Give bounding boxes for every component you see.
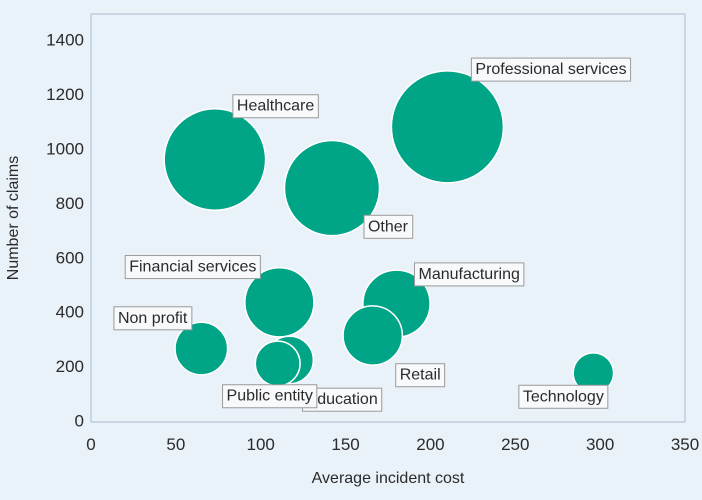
bubble-label-text: Financial services (129, 259, 256, 276)
bubble-label-public-entity: Public entity (222, 384, 318, 409)
y-axis-title: Number of claims (5, 156, 22, 280)
y-tick-label: 1000 (46, 139, 84, 158)
y-tick-label: 1400 (46, 31, 84, 50)
y-tick-label: 1200 (46, 85, 84, 104)
x-tick-label: 200 (416, 435, 444, 454)
bubble-non-profit (174, 321, 229, 376)
x-tick-label: 100 (247, 435, 275, 454)
bubble-label-text: Non profit (118, 310, 188, 327)
x-tick-label: 350 (671, 435, 699, 454)
bubble-public-entity (254, 340, 301, 387)
y-tick-label: 600 (56, 248, 84, 267)
bubble-label-financial-services: Financial services (124, 255, 261, 280)
bubble-label-professional-services: Professional services (470, 57, 632, 82)
bubble-label-technology: Technology (518, 384, 609, 409)
x-tick-label: 250 (501, 435, 529, 454)
label-box (232, 94, 319, 119)
x-tick-label: 50 (166, 435, 185, 454)
y-tick-label: 800 (56, 194, 84, 213)
bubble-retail (342, 305, 404, 366)
label-box (363, 214, 414, 239)
bubble-other (283, 139, 381, 237)
label-box (124, 255, 261, 280)
x-axis-title: Average incident cost (312, 470, 465, 487)
x-tick-label: 0 (86, 435, 95, 454)
bubble-label-healthcare: Healthcare (232, 94, 319, 119)
bubble-label-text: Manufacturing (418, 266, 519, 283)
y-tick-label: 0 (75, 411, 84, 430)
bubble-financial-services (244, 267, 315, 338)
bubble-label-retail: Retail (395, 363, 446, 388)
x-tick-label: 300 (586, 435, 614, 454)
bubble-healthcare (163, 108, 267, 211)
label-box (395, 363, 446, 388)
bubble-label-text: Retail (400, 367, 441, 384)
label-box (413, 262, 525, 287)
label-box (113, 306, 193, 331)
bubble-label-text: Education (307, 391, 378, 408)
label-box (222, 384, 318, 409)
x-tick-label: 150 (331, 435, 359, 454)
bubble-label-text: Healthcare (237, 98, 314, 115)
bubble-professional-services (390, 70, 505, 184)
bubble-label-other: Other (363, 214, 414, 239)
bubble-label-text: Technology (523, 388, 604, 405)
bubble-label-education: Education (302, 387, 383, 412)
y-tick-label: 400 (56, 303, 84, 322)
bubble-label-text: Public entity (227, 388, 313, 405)
label-box (518, 384, 609, 409)
bubble-label-non-profit: Non profit (113, 306, 193, 331)
label-box (470, 57, 632, 82)
bubble-label-text: Other (368, 218, 409, 235)
bubble-label-manufacturing: Manufacturing (413, 262, 525, 287)
bubble-label-text: Professional services (475, 61, 626, 78)
y-tick-label: 200 (56, 357, 84, 376)
